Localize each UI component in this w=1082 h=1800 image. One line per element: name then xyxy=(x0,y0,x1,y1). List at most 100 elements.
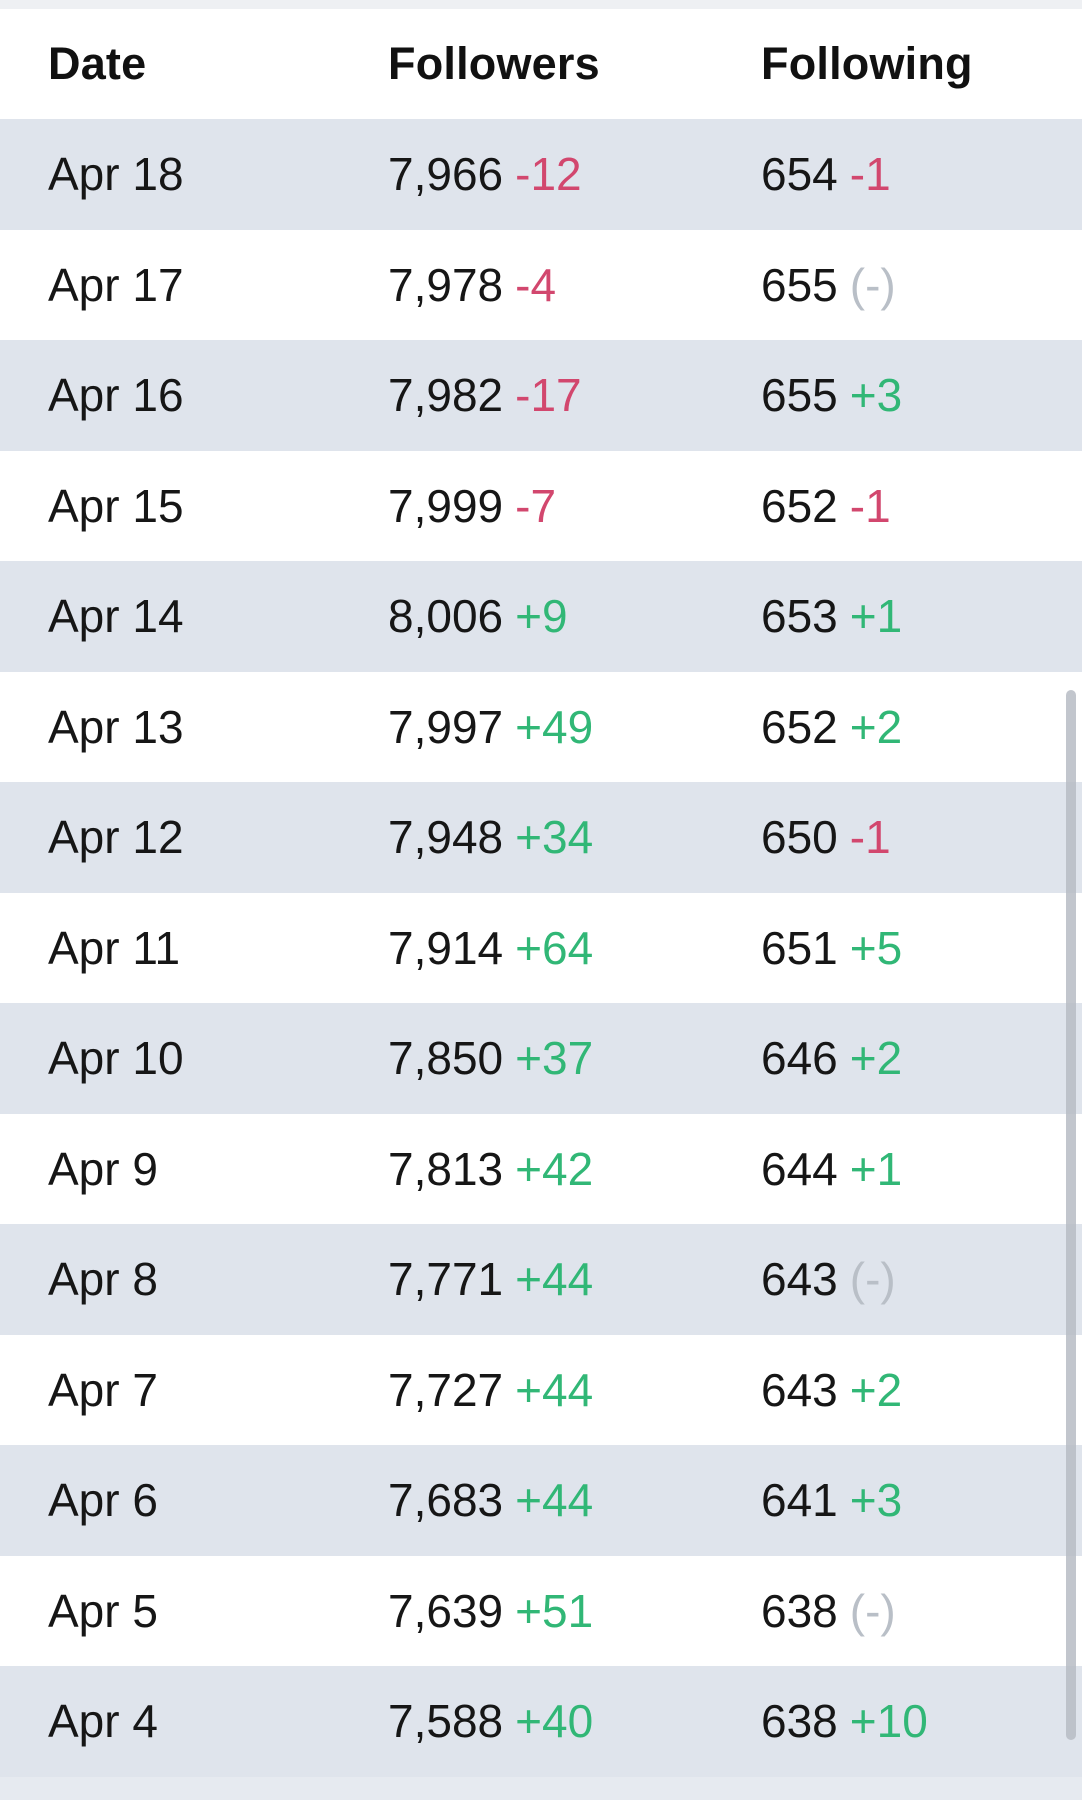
followers-delta: +40 xyxy=(515,1695,594,1748)
cell-followers: 7,850 +37 xyxy=(388,1031,761,1085)
following-count: 652 xyxy=(761,700,838,753)
following-delta: +5 xyxy=(849,921,903,974)
followers-count: 7,850 xyxy=(388,1032,504,1085)
table-row[interactable]: Apr 14 8,006 +9 653 +1 xyxy=(0,561,1082,672)
following-count: 653 xyxy=(761,590,838,643)
following-count: 643 xyxy=(761,1253,838,1306)
followers-count: 7,588 xyxy=(388,1695,504,1748)
table-row[interactable]: Apr 11 7,914 +64 651 +5 xyxy=(0,893,1082,1004)
cell-date: Apr 10 xyxy=(48,1032,184,1085)
cell-following: 654 -1 xyxy=(761,147,1061,201)
table-header: Date Followers Following xyxy=(0,9,1082,119)
table-row[interactable]: Apr 8 7,771 +44 643 (-) xyxy=(0,1224,1082,1335)
cell-followers: 7,948 +34 xyxy=(388,810,761,864)
table-body: Apr 18 7,966 -12 654 -1 Apr 17 7,978 -4 655 (-) Ap… xyxy=(0,119,1082,1777)
cell-date: Apr 7 xyxy=(48,1363,158,1416)
cell-followers: 7,997 +49 xyxy=(388,700,761,754)
cell-date: Apr 11 xyxy=(48,921,181,974)
table-row[interactable]: Apr 17 7,978 -4 655 (-) xyxy=(0,230,1082,341)
table-row[interactable]: Apr 5 7,639 +51 638 (-) xyxy=(0,1556,1082,1667)
followers-delta: +44 xyxy=(515,1253,594,1306)
followers-count: 7,982 xyxy=(388,369,504,422)
scrollbar[interactable] xyxy=(1066,690,1076,1740)
following-delta: (-) xyxy=(849,258,896,311)
table-row[interactable]: Apr 10 7,850 +37 646 +2 xyxy=(0,1003,1082,1114)
cell-date: Apr 14 xyxy=(48,590,184,643)
cell-followers: 7,771 +44 xyxy=(388,1252,761,1306)
followers-delta: +9 xyxy=(515,590,568,643)
table-row[interactable]: Apr 16 7,982 -17 655 +3 xyxy=(0,340,1082,451)
cell-following: 652 +2 xyxy=(761,700,1061,754)
following-delta: -1 xyxy=(849,479,891,532)
following-delta: (-) xyxy=(849,1584,896,1637)
following-delta: -1 xyxy=(849,148,891,201)
cell-date: Apr 4 xyxy=(48,1695,158,1748)
following-count: 650 xyxy=(761,811,838,864)
cell-following: 655 +3 xyxy=(761,368,1061,422)
followers-delta: -17 xyxy=(515,369,582,422)
header-date[interactable]: Date xyxy=(48,38,147,89)
following-count: 655 xyxy=(761,258,838,311)
cell-following: 651 +5 xyxy=(761,921,1061,975)
cell-following: 644 +1 xyxy=(761,1142,1061,1196)
followers-count: 7,999 xyxy=(388,479,504,532)
table-row[interactable]: Apr 4 7,588 +40 638 +10 xyxy=(0,1666,1082,1777)
table-row[interactable]: Apr 15 7,999 -7 652 -1 xyxy=(0,451,1082,562)
cell-followers: 7,966 -12 xyxy=(388,147,761,201)
cell-date: Apr 5 xyxy=(48,1584,158,1637)
followers-delta: +64 xyxy=(515,921,594,974)
following-count: 644 xyxy=(761,1142,838,1195)
followers-count: 7,978 xyxy=(388,258,504,311)
cell-followers: 7,813 +42 xyxy=(388,1142,761,1196)
cell-following: 650 -1 xyxy=(761,810,1061,864)
cell-date: Apr 9 xyxy=(48,1142,158,1195)
followers-delta: +44 xyxy=(515,1474,594,1527)
header-following[interactable]: Following xyxy=(761,38,973,89)
followers-count: 7,727 xyxy=(388,1363,504,1416)
following-count: 652 xyxy=(761,479,838,532)
following-count: 638 xyxy=(761,1695,838,1748)
cell-followers: 7,914 +64 xyxy=(388,921,761,975)
following-delta: -1 xyxy=(849,811,891,864)
table-row[interactable]: Apr 12 7,948 +34 650 -1 xyxy=(0,782,1082,893)
cell-date: Apr 13 xyxy=(48,700,184,753)
table-row[interactable]: Apr 13 7,997 +49 652 +2 xyxy=(0,672,1082,783)
stats-table: Date Followers Following Apr 18 7,966 -12 6… xyxy=(0,9,1082,1777)
following-delta: +2 xyxy=(849,700,903,753)
header-followers[interactable]: Followers xyxy=(388,38,600,89)
cell-following: 641 +3 xyxy=(761,1473,1061,1527)
table-row[interactable]: Apr 18 7,966 -12 654 -1 xyxy=(0,119,1082,230)
following-delta: +10 xyxy=(849,1695,928,1748)
following-count: 654 xyxy=(761,148,838,201)
following-delta: +1 xyxy=(849,1142,903,1195)
following-count: 655 xyxy=(761,369,838,422)
followers-count: 7,914 xyxy=(388,921,504,974)
cell-following: 646 +2 xyxy=(761,1031,1061,1085)
cell-following: 643 +2 xyxy=(761,1363,1061,1417)
cell-followers: 7,999 -7 xyxy=(388,479,761,533)
followers-count: 7,948 xyxy=(388,811,504,864)
cell-following: 638 (-) xyxy=(761,1584,1061,1638)
table-row[interactable]: Apr 7 7,727 +44 643 +2 xyxy=(0,1335,1082,1446)
cell-followers: 7,982 -17 xyxy=(388,368,761,422)
table-row[interactable]: Apr 9 7,813 +42 644 +1 xyxy=(0,1114,1082,1225)
followers-delta: +42 xyxy=(515,1142,594,1195)
cell-date: Apr 16 xyxy=(48,369,184,422)
following-delta: +3 xyxy=(849,1474,903,1527)
followers-delta: +51 xyxy=(515,1584,594,1637)
cell-followers: 7,727 +44 xyxy=(388,1363,761,1417)
followers-delta: +49 xyxy=(515,700,594,753)
following-count: 651 xyxy=(761,921,838,974)
cell-following: 653 +1 xyxy=(761,589,1061,643)
top-edge-strip xyxy=(0,0,1082,9)
followers-count: 7,639 xyxy=(388,1584,504,1637)
table-row[interactable]: Apr 6 7,683 +44 641 +3 xyxy=(0,1445,1082,1556)
followers-delta: -4 xyxy=(515,258,557,311)
cell-following: 652 -1 xyxy=(761,479,1061,533)
following-delta: +2 xyxy=(849,1032,903,1085)
followers-count: 7,771 xyxy=(388,1253,504,1306)
cell-followers: 7,683 +44 xyxy=(388,1473,761,1527)
following-delta: +2 xyxy=(849,1363,903,1416)
cell-followers: 7,639 +51 xyxy=(388,1584,761,1638)
followers-delta: +37 xyxy=(515,1032,594,1085)
